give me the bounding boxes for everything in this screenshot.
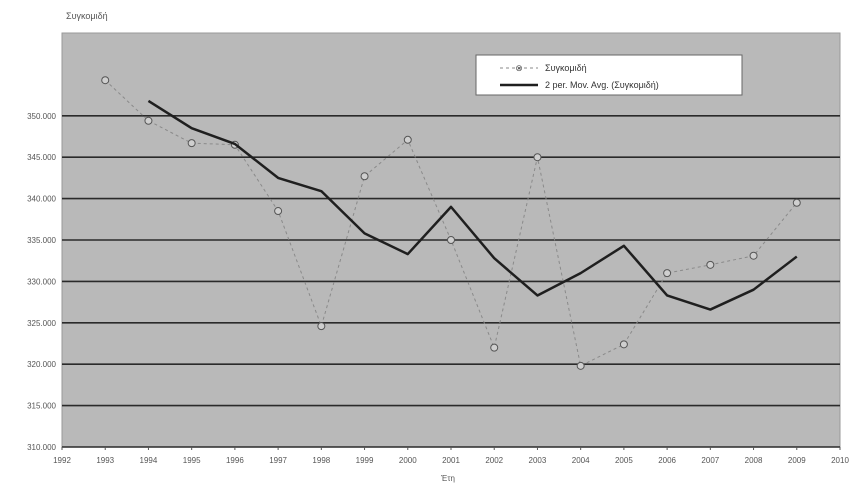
legend-box [475, 54, 743, 96]
y-tick-label: 315.000 [27, 402, 56, 411]
data-point [576, 361, 585, 370]
x-tick-label: 2009 [788, 456, 806, 465]
data-point [706, 260, 715, 269]
data-point [619, 340, 628, 349]
x-axis-label: Έτη [440, 474, 455, 483]
data-point [360, 172, 369, 181]
y-tick-label: 335.000 [27, 236, 56, 245]
x-tick-label: 2004 [572, 456, 590, 465]
data-point [274, 207, 283, 216]
y-tick-label: 310.000 [27, 443, 56, 452]
data-point [447, 236, 455, 244]
y-tick-label: 325.000 [27, 319, 56, 328]
data-point [490, 343, 499, 352]
data-point [317, 322, 326, 331]
data-point [403, 135, 412, 144]
y-tick-label: 350.000 [27, 112, 56, 121]
legend-marker-data: ⊗ [515, 63, 523, 73]
x-tick-label: 1996 [226, 456, 244, 465]
x-tick-label: 1994 [140, 456, 158, 465]
data-point [749, 251, 758, 260]
x-tick-label: 1995 [183, 456, 201, 465]
x-tick-label: 2006 [658, 456, 676, 465]
data-point [101, 76, 110, 85]
y-tick-label: 320.000 [27, 360, 56, 369]
x-tick-label: 1999 [356, 456, 374, 465]
x-tick-label: 2010 [831, 456, 849, 465]
x-axis-ticks: 1992 1993 1994 1995 1996 1997 1998 1999 2000 2001… [53, 447, 849, 465]
x-tick-label: 2002 [485, 456, 503, 465]
data-point [663, 269, 672, 278]
x-tick-label: 1993 [96, 456, 114, 465]
y-tick-label: 330.000 [27, 277, 56, 286]
y-axis-label: Συγκομιδή [66, 11, 108, 21]
x-tick-label: 2008 [745, 456, 763, 465]
data-point [187, 139, 196, 148]
legend-label-data: Συγκομιδή [545, 63, 587, 73]
series-line-moving-average [147, 99, 798, 311]
x-tick-label: 1998 [312, 456, 330, 465]
data-point [792, 198, 801, 207]
x-tick-label: 1992 [53, 456, 71, 465]
data-point [533, 153, 542, 162]
x-tick-label: 2007 [701, 456, 719, 465]
x-tick-label: 2003 [529, 456, 547, 465]
x-tick-label: 1997 [269, 456, 287, 465]
series-layer [101, 76, 801, 370]
x-tick-label: 2000 [399, 456, 417, 465]
y-axis-ticks: 310.000 315.000 320.000 325.000 330.000 335.0… [27, 112, 56, 452]
legend: ⊗ Συγκομιδή 2 per. Mov. Avg. (Συγκομιδή) [475, 54, 743, 96]
legend-label-avg: 2 per. Mov. Avg. (Συγκομιδή) [545, 80, 659, 90]
y-tick-label: 345.000 [27, 153, 56, 162]
data-point [144, 116, 153, 125]
x-tick-label: 2001 [442, 456, 460, 465]
y-tick-label: 340.000 [27, 195, 56, 204]
x-tick-label: 2005 [615, 456, 633, 465]
